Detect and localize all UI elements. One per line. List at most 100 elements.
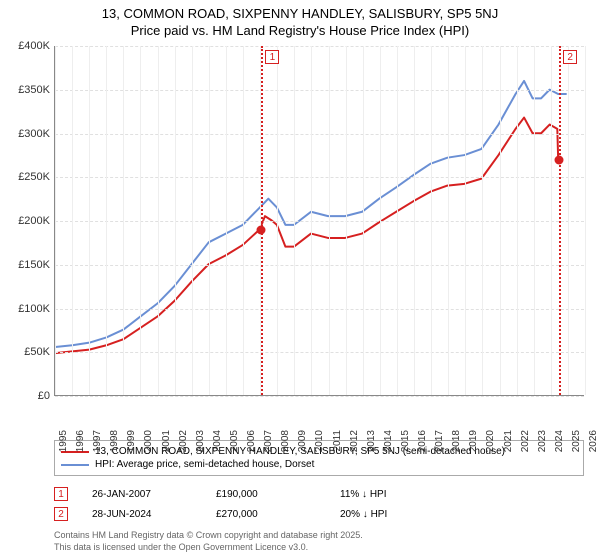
gridline-v <box>329 46 330 395</box>
gridline-v <box>226 46 227 395</box>
sale-dot <box>555 155 564 164</box>
xtick-label: 2005 <box>229 430 240 452</box>
gridline-v <box>482 46 483 395</box>
footer-line1: Contains HM Land Registry data © Crown c… <box>54 530 363 542</box>
xtick-label: 2017 <box>434 430 445 452</box>
gridline-h <box>55 90 584 91</box>
sale-price: £270,000 <box>216 509 316 520</box>
ytick-label: £300K <box>18 128 50 140</box>
plot-area: 12 <box>54 46 584 396</box>
gridline-h <box>55 265 584 266</box>
gridline-v <box>243 46 244 395</box>
xtick-label: 2026 <box>588 430 599 452</box>
gridline-v <box>448 46 449 395</box>
xtick-label: 2001 <box>161 430 172 452</box>
sale-vline <box>559 46 561 395</box>
legend-swatch-hpi <box>61 464 89 466</box>
sale-row-marker: 1 <box>54 487 68 501</box>
gridline-v <box>500 46 501 395</box>
footer-line2: This data is licensed under the Open Gov… <box>54 542 363 554</box>
xtick-label: 2024 <box>554 430 565 452</box>
xtick-label: 1995 <box>58 430 69 452</box>
xtick-label: 2025 <box>571 430 582 452</box>
xtick-label: 2013 <box>366 430 377 452</box>
sale-table: 1 26-JAN-2007 £190,000 11% ↓ HPI 2 28-JUN-202… <box>54 484 584 524</box>
xtick-label: 2023 <box>537 430 548 452</box>
xtick-label: 1997 <box>92 430 103 452</box>
gridline-v <box>140 46 141 395</box>
xtick-label: 2019 <box>468 430 479 452</box>
sale-row-marker: 2 <box>54 507 68 521</box>
sale-marker-box: 1 <box>265 50 279 64</box>
gridline-h <box>55 46 584 47</box>
xtick-label: 2009 <box>297 430 308 452</box>
footer: Contains HM Land Registry data © Crown c… <box>54 530 363 553</box>
xtick-label: 1996 <box>75 430 86 452</box>
xtick-label: 2010 <box>314 430 325 452</box>
sale-row: 2 28-JUN-2024 £270,000 20% ↓ HPI <box>54 504 584 524</box>
xtick-label: 2007 <box>263 430 274 452</box>
xtick-label: 2002 <box>178 430 189 452</box>
gridline-v <box>311 46 312 395</box>
gridline-v <box>89 46 90 395</box>
sale-price: £190,000 <box>216 489 316 500</box>
sale-vline <box>261 46 263 395</box>
gridline-h <box>55 309 584 310</box>
ytick-label: £350K <box>18 84 50 96</box>
gridline-v <box>277 46 278 395</box>
ytick-label: £250K <box>18 171 50 183</box>
ytick-label: £200K <box>18 215 50 227</box>
xtick-label: 1998 <box>109 430 120 452</box>
gridline-v <box>346 46 347 395</box>
legend-label-hpi: HPI: Average price, semi-detached house,… <box>95 459 314 470</box>
xtick-label: 2022 <box>520 430 531 452</box>
gridline-v <box>517 46 518 395</box>
ytick-label: £150K <box>18 259 50 271</box>
gridline-v <box>158 46 159 395</box>
ytick-label: £100K <box>18 303 50 315</box>
sale-date: 28-JUN-2024 <box>92 509 192 520</box>
gridline-v <box>380 46 381 395</box>
xtick-label: 2021 <box>503 430 514 452</box>
xtick-label: 2020 <box>485 430 496 452</box>
xtick-label: 2018 <box>451 430 462 452</box>
gridline-v <box>363 46 364 395</box>
xtick-label: 2015 <box>400 430 411 452</box>
ytick-label: £0 <box>38 390 50 402</box>
xtick-label: 2000 <box>143 430 154 452</box>
sale-date: 26-JAN-2007 <box>92 489 192 500</box>
chart-title-line2: Price paid vs. HM Land Registry's House … <box>0 23 600 42</box>
legend-row-hpi: HPI: Average price, semi-detached house,… <box>61 458 577 471</box>
gridline-h <box>55 221 584 222</box>
xtick-label: 2014 <box>383 430 394 452</box>
gridline-h <box>55 352 584 353</box>
xtick-label: 2011 <box>332 430 343 452</box>
gridline-v <box>431 46 432 395</box>
sale-row: 1 26-JAN-2007 £190,000 11% ↓ HPI <box>54 484 584 504</box>
xtick-label: 2004 <box>212 430 223 452</box>
ytick-label: £50K <box>24 346 50 358</box>
gridline-v <box>192 46 193 395</box>
xtick-label: 2012 <box>349 430 360 452</box>
gridline-v <box>397 46 398 395</box>
gridline-v <box>294 46 295 395</box>
gridline-v <box>209 46 210 395</box>
gridline-v <box>465 46 466 395</box>
sale-diff: 20% ↓ HPI <box>340 509 387 520</box>
sale-diff: 11% ↓ HPI <box>340 489 387 500</box>
sale-marker-box: 2 <box>563 50 577 64</box>
gridline-v <box>175 46 176 395</box>
xtick-label: 2006 <box>246 430 257 452</box>
gridline-v <box>585 46 586 395</box>
gridline-v <box>106 46 107 395</box>
gridline-h <box>55 396 584 397</box>
gridline-h <box>55 177 584 178</box>
gridline-v <box>568 46 569 395</box>
xtick-label: 2003 <box>195 430 206 452</box>
ytick-label: £400K <box>18 40 50 52</box>
chart-container: 13, COMMON ROAD, SIXPENNY HANDLEY, SALIS… <box>0 0 600 560</box>
gridline-v <box>534 46 535 395</box>
sale-dot <box>257 225 266 234</box>
xtick-label: 1999 <box>126 430 137 452</box>
gridline-v <box>414 46 415 395</box>
